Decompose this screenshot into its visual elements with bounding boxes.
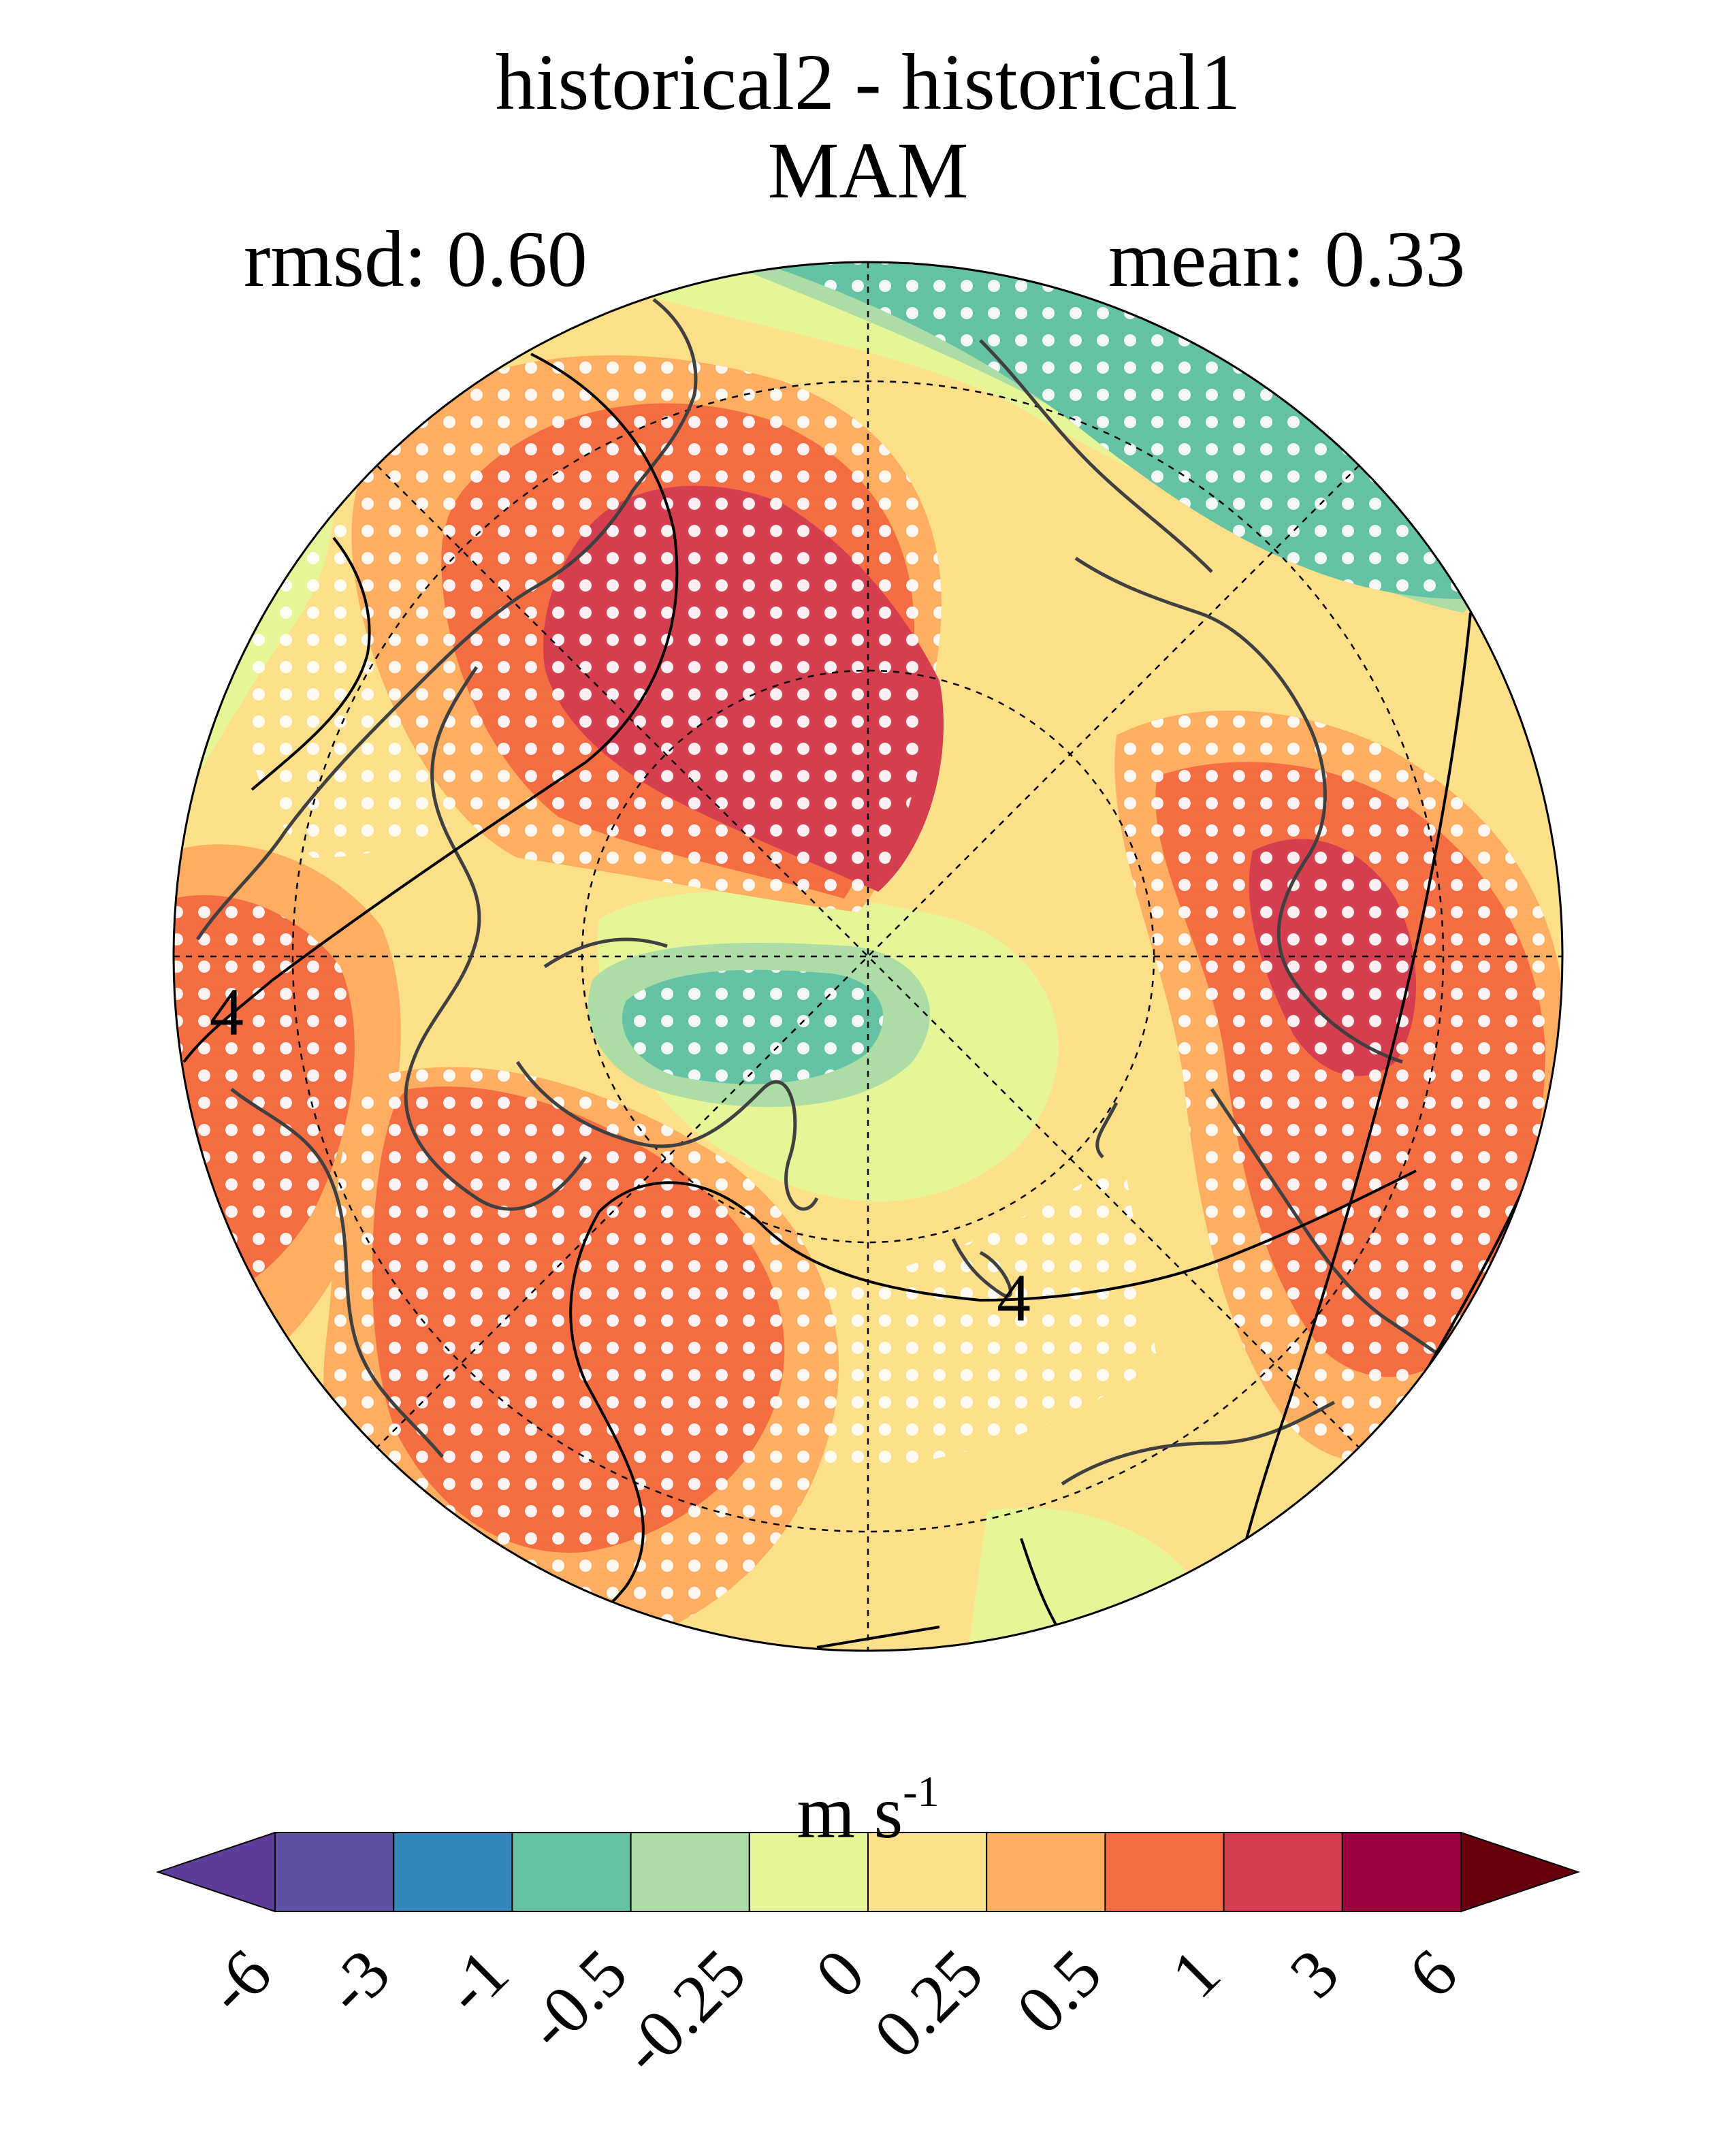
colorbar-tick-label: -3 [310, 1935, 404, 2028]
rmsd-label: rmsd: 0.60 [244, 214, 588, 304]
colorbar-tick-label: 1 [1157, 1935, 1234, 2012]
plot-title: historical2 - historical1 [495, 37, 1241, 127]
colorbar-segment [1104, 1832, 1225, 1912]
colorbar-segment [393, 1832, 513, 1912]
mean-label: mean: 0.33 [1108, 214, 1466, 304]
graticule [174, 262, 1562, 1651]
colorbar-segment [630, 1832, 750, 1912]
colorbar-segment [748, 1832, 869, 1912]
colorbar-segment [1341, 1832, 1462, 1912]
colorbar-segment [1223, 1832, 1343, 1912]
colorbar-segment [986, 1832, 1106, 1912]
colorbar-segment [867, 1832, 988, 1912]
contour-label-south: 4 [997, 1260, 1031, 1336]
season-label: MAM [767, 126, 969, 215]
colorbar-tick-label: -0.25 [607, 1935, 760, 2088]
polar-map [174, 262, 1562, 1651]
colorbar-segment [274, 1832, 395, 1912]
colorbar-tick-label: 6 [1394, 1935, 1472, 2012]
colorbar-tick-label: 3 [1276, 1935, 1353, 2012]
map-border [172, 261, 1564, 1652]
colorbar [155, 1831, 1581, 1913]
colorbar-tick-label: 0.25 [860, 1935, 997, 2072]
contour-label-west: 4 [210, 974, 244, 1050]
unit-exponent: -1 [903, 1767, 939, 1816]
coastlines [195, 298, 1499, 1486]
colorbar-unit: m s-1 [0, 1770, 1736, 1850]
colorbar-extend-high [1460, 1831, 1581, 1913]
colorbar-segment [511, 1832, 632, 1912]
colorbar-tick-label: 0.5 [1002, 1935, 1116, 2048]
colorbar-tick-label: -6 [192, 1935, 285, 2028]
unit-base: m s [797, 1771, 903, 1854]
colorbar-ticks: -6 -3 -1-0.5-0.25 00.25 0.5 1 3 6 [192, 1935, 1471, 2088]
colorbar-tick-label: 0 [801, 1935, 879, 2012]
colorbar-tick-label: -1 [430, 1935, 523, 2028]
